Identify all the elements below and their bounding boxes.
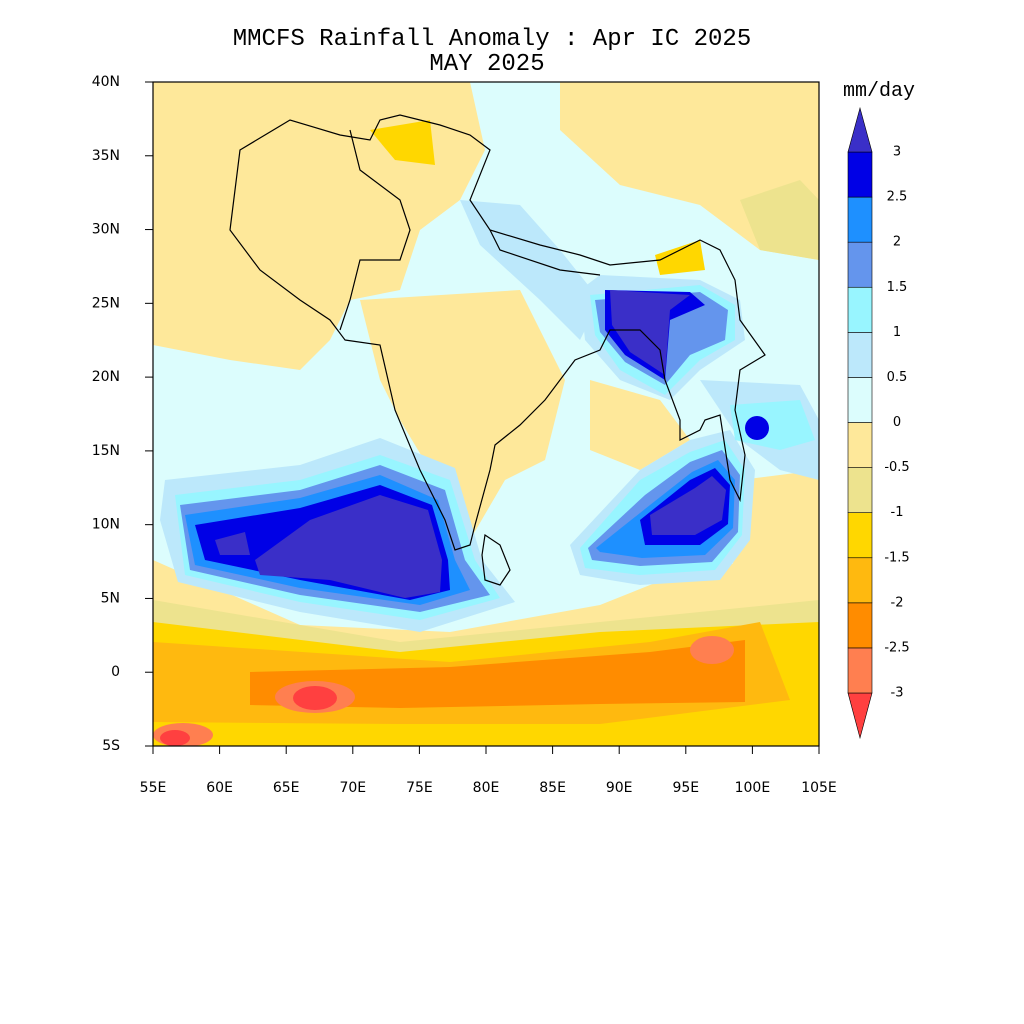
lat-tick-label: 15N bbox=[92, 443, 120, 459]
contour-region bbox=[745, 416, 769, 440]
colorbar-tick-label: -3 bbox=[891, 686, 904, 701]
colorbar-box bbox=[847, 151, 873, 198]
contour-region bbox=[293, 686, 337, 710]
contour-region bbox=[460, 200, 600, 340]
contour-region bbox=[160, 730, 190, 746]
colorbar-tick-label: -2 bbox=[891, 595, 904, 610]
contour-region bbox=[590, 380, 690, 470]
lat-tick-label: 35N bbox=[92, 148, 120, 164]
colorbar-tick-label: -1 bbox=[891, 505, 904, 520]
lon-tick-label: 70E bbox=[339, 780, 366, 796]
contour-region bbox=[250, 640, 745, 708]
contour-region bbox=[370, 120, 435, 165]
colorbar-box bbox=[847, 377, 873, 423]
colorbar-high-triangle bbox=[847, 106, 873, 153]
colorbar-label: mm/day bbox=[843, 80, 915, 103]
lat-tick-label: 5N bbox=[101, 590, 120, 606]
contour-region bbox=[740, 180, 819, 260]
contour-region bbox=[690, 635, 735, 665]
lon-tick-label: 65E bbox=[273, 780, 300, 796]
lon-tick-label: 90E bbox=[606, 780, 633, 796]
coastlines bbox=[229, 114, 766, 586]
lat-tick-label: 40N bbox=[92, 74, 120, 90]
colorbar-tick-label: 0.5 bbox=[887, 370, 908, 385]
colorbar-box bbox=[847, 241, 873, 288]
colorbar-box bbox=[847, 557, 873, 604]
title: MMCFS Rainfall Anomaly : Apr IC 2025 bbox=[233, 26, 751, 53]
colorbar-box bbox=[847, 286, 873, 333]
lon-tick-label: 55E bbox=[140, 780, 167, 796]
contour-region bbox=[655, 240, 705, 275]
lat-tick-label: 25N bbox=[92, 295, 120, 311]
colorbar-box bbox=[847, 512, 873, 559]
contour-region bbox=[360, 290, 565, 540]
colorbar-tick-label: 2 bbox=[893, 235, 901, 250]
colorbar-box bbox=[847, 196, 873, 243]
sri-lanka bbox=[481, 533, 511, 586]
colorbar-box bbox=[847, 467, 873, 513]
lon-tick-label: 95E bbox=[672, 780, 699, 796]
lon-tick-label: 85E bbox=[539, 780, 566, 796]
lat-tick-label: 5S bbox=[102, 738, 120, 754]
lat-tick-label: 10N bbox=[92, 517, 120, 533]
contour-region bbox=[650, 476, 726, 535]
colorbar-box bbox=[847, 332, 873, 378]
pakistan-border bbox=[339, 129, 411, 331]
lon-tick-label: 100E bbox=[735, 780, 771, 796]
lat-tick-label: 0 bbox=[111, 664, 120, 680]
subtitle: MAY 2025 bbox=[429, 51, 544, 78]
lon-tick-label: 75E bbox=[406, 780, 433, 796]
lat-tick-label: 30N bbox=[92, 222, 120, 238]
lon-tick-label: 60E bbox=[206, 780, 233, 796]
colorbar-tick-label: 0 bbox=[893, 415, 901, 430]
contour-region bbox=[610, 290, 690, 375]
lon-tick-label: 105E bbox=[801, 780, 837, 796]
colorbar-box bbox=[847, 422, 873, 468]
contour-region bbox=[255, 495, 442, 598]
colorbar-tick-label: -2.5 bbox=[884, 640, 909, 655]
colorbar-tick-label: -1.5 bbox=[884, 550, 909, 565]
colorbar-low-triangle bbox=[847, 692, 873, 740]
colorbar-box bbox=[847, 602, 873, 649]
anomaly-field bbox=[153, 82, 819, 746]
colorbar-tick-label: -0.5 bbox=[884, 460, 909, 475]
colorbar-tick-label: 1 bbox=[893, 325, 901, 340]
colorbar-tick-label: 3 bbox=[893, 145, 901, 160]
contour-region bbox=[215, 532, 250, 555]
lat-tick-label: 20N bbox=[92, 369, 120, 385]
india-outline bbox=[229, 114, 766, 551]
colorbar-tick-label: 2.5 bbox=[887, 190, 908, 205]
lon-tick-label: 80E bbox=[473, 780, 500, 796]
colorbar-box bbox=[847, 647, 873, 694]
colorbar-tick-label: 1.5 bbox=[887, 280, 908, 295]
nepal-border bbox=[489, 229, 601, 276]
